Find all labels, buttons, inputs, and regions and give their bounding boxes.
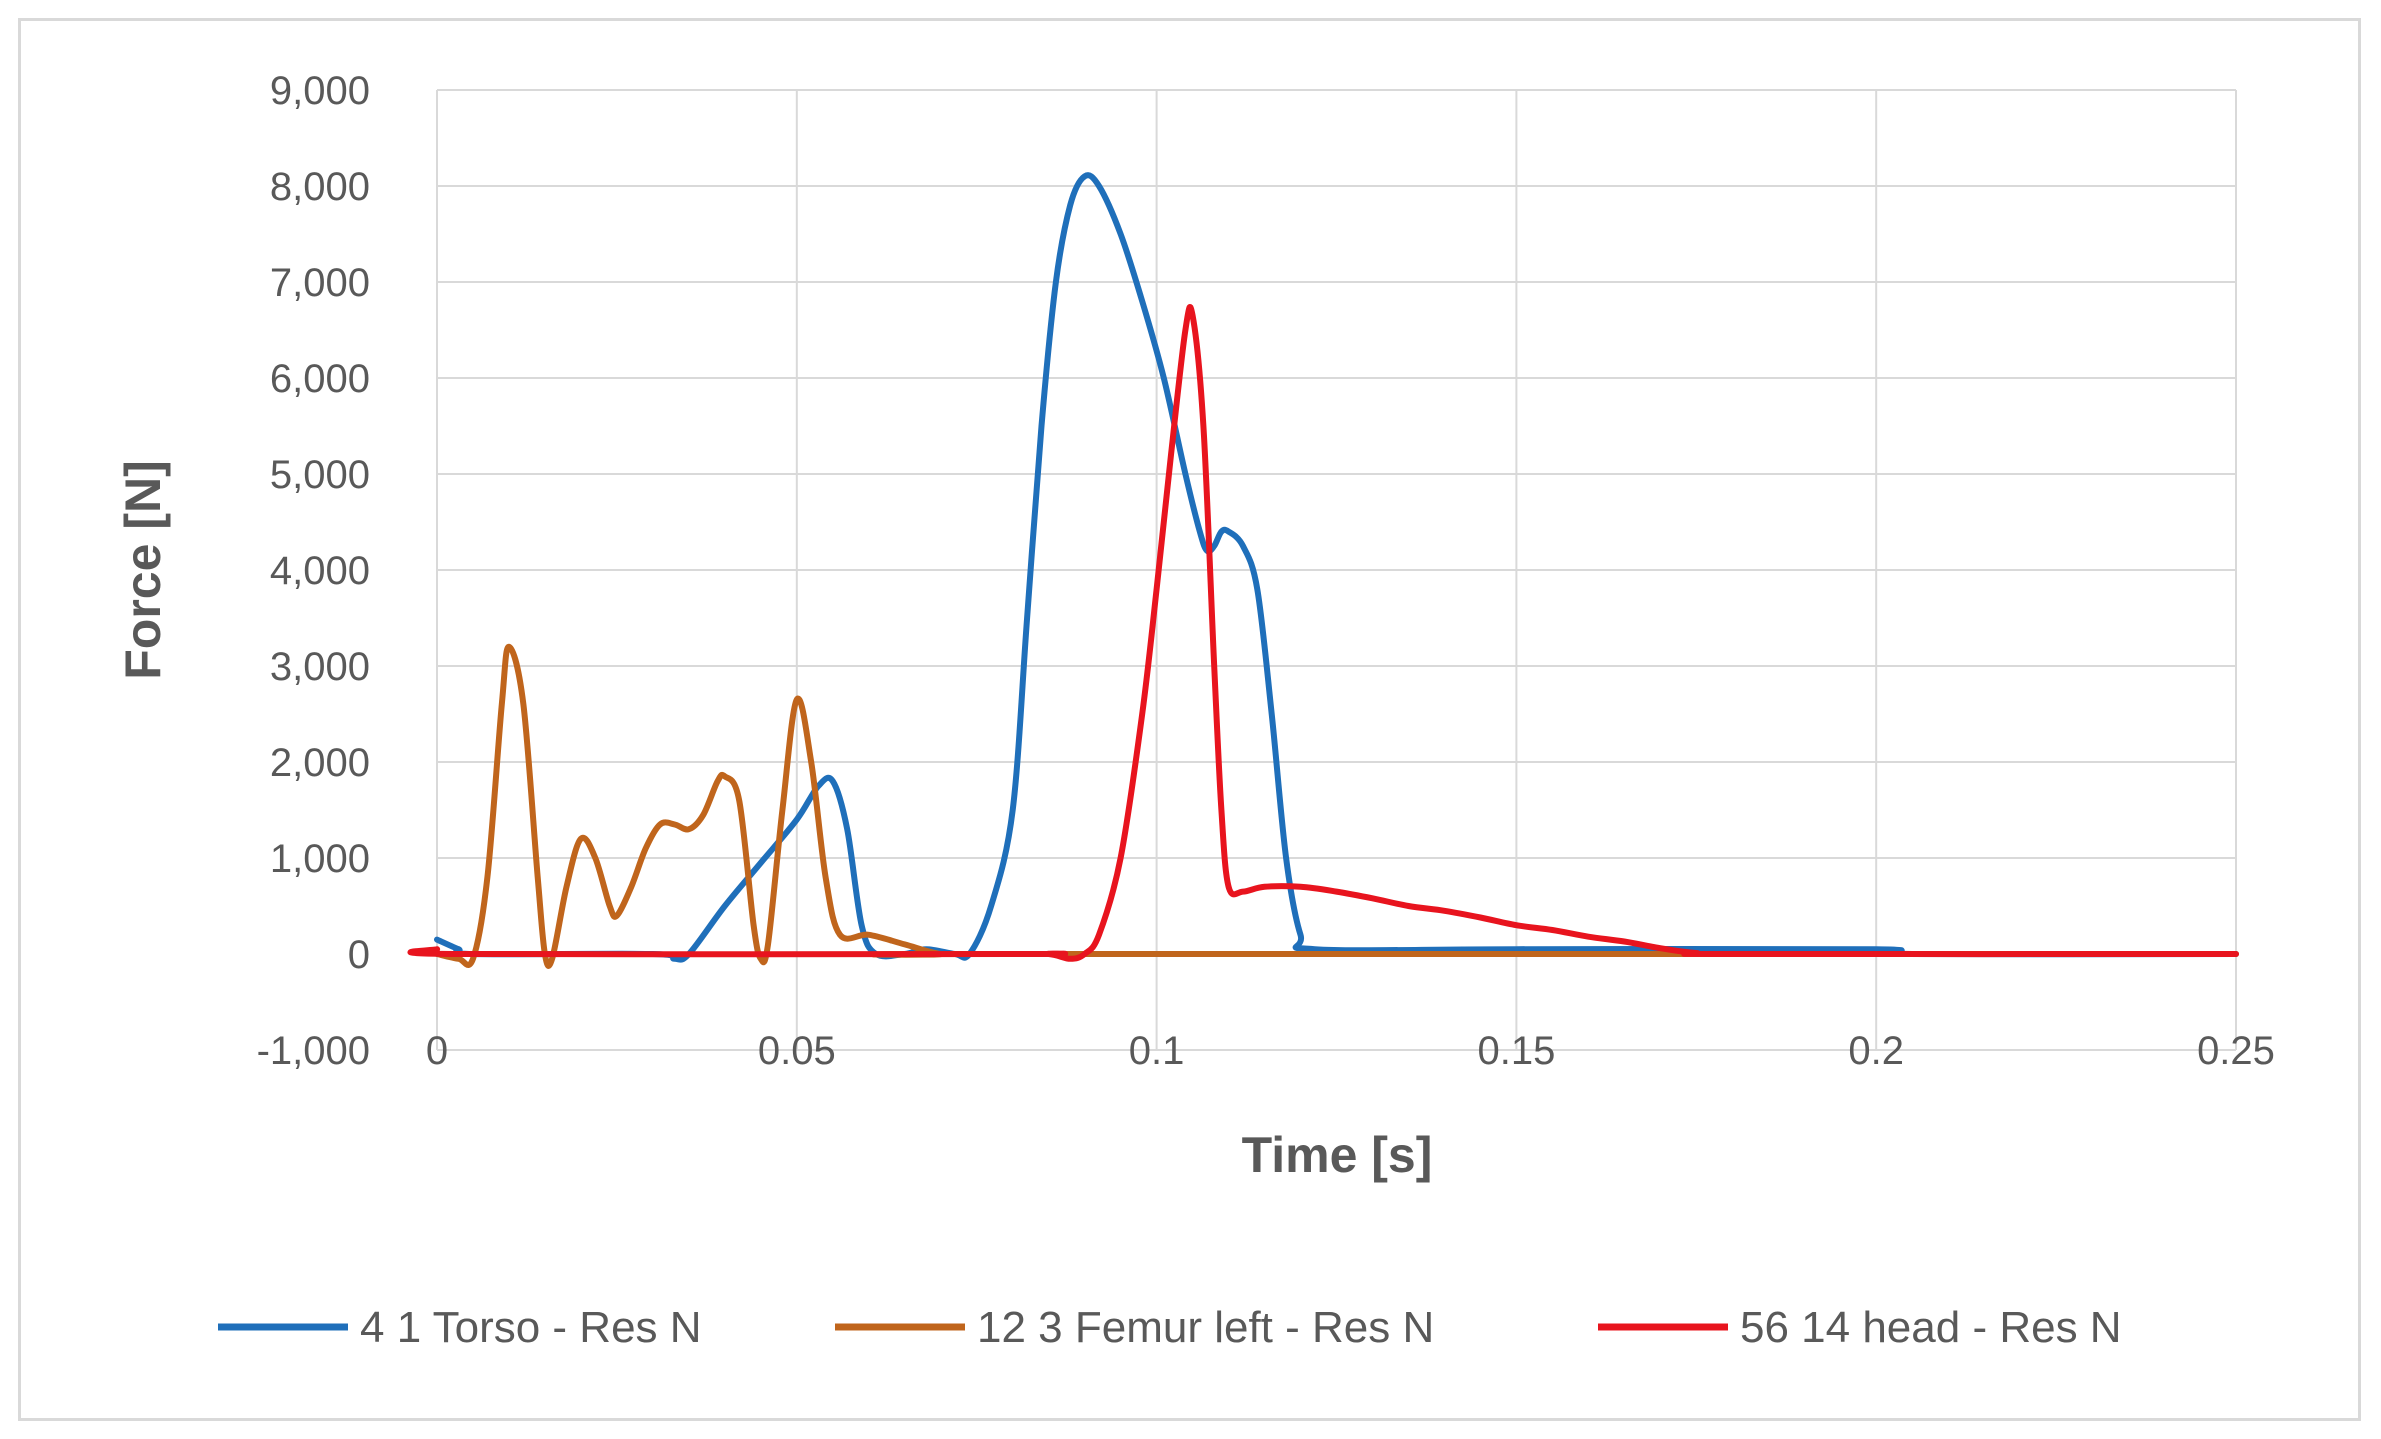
x-axis-title: Time [s]	[1242, 1127, 1433, 1183]
series-layer	[407, 172, 2239, 969]
x-tick-label: 0.05	[758, 1029, 836, 1073]
legend-label: 4 1 Torso - Res N	[360, 1303, 702, 1352]
series-line-head	[407, 304, 2239, 962]
y-tick-label: 4,000	[270, 549, 370, 593]
x-tick-label: 0.1	[1129, 1029, 1185, 1073]
y-tick-label: 6,000	[270, 357, 370, 401]
gridlines	[436, 89, 2237, 1051]
y-tick-label: 1,000	[270, 837, 370, 881]
y-tick-label: 9,000	[270, 69, 370, 113]
legend-label: 56 14 head - Res N	[1740, 1303, 2122, 1352]
x-tick-label: 0.15	[1477, 1029, 1555, 1073]
y-tick-label: 3,000	[270, 645, 370, 689]
legend-label: 12 3 Femur left - Res N	[977, 1303, 1434, 1352]
x-tick-label: 0.25	[2197, 1029, 2275, 1073]
x-tick-label: 0	[426, 1029, 448, 1073]
x-tick-label: 0.2	[1848, 1029, 1904, 1073]
series-line-torso	[434, 172, 2239, 963]
y-tick-labels: -1,000 0 1,000 2,000 3,000 4,000 5,000 6,000 7,0…	[257, 69, 370, 1073]
x-tick-labels: 0 0.05 0.1 0.15 0.2 0.25	[426, 1029, 2275, 1073]
y-axis-title: Force [N]	[115, 460, 171, 679]
chart-frame	[18, 18, 2361, 1421]
y-tick-label: 2,000	[270, 741, 370, 785]
y-tick-label: 7,000	[270, 261, 370, 305]
y-tick-label: 8,000	[270, 165, 370, 209]
y-tick-label: 5,000	[270, 453, 370, 497]
y-tick-label: 0	[348, 933, 370, 977]
legend: 4 1 Torso - Res N 12 3 Femur left - Res N…	[218, 1303, 2122, 1352]
series-line-femur-left	[434, 643, 2239, 969]
y-tick-label: -1,000	[257, 1029, 370, 1073]
